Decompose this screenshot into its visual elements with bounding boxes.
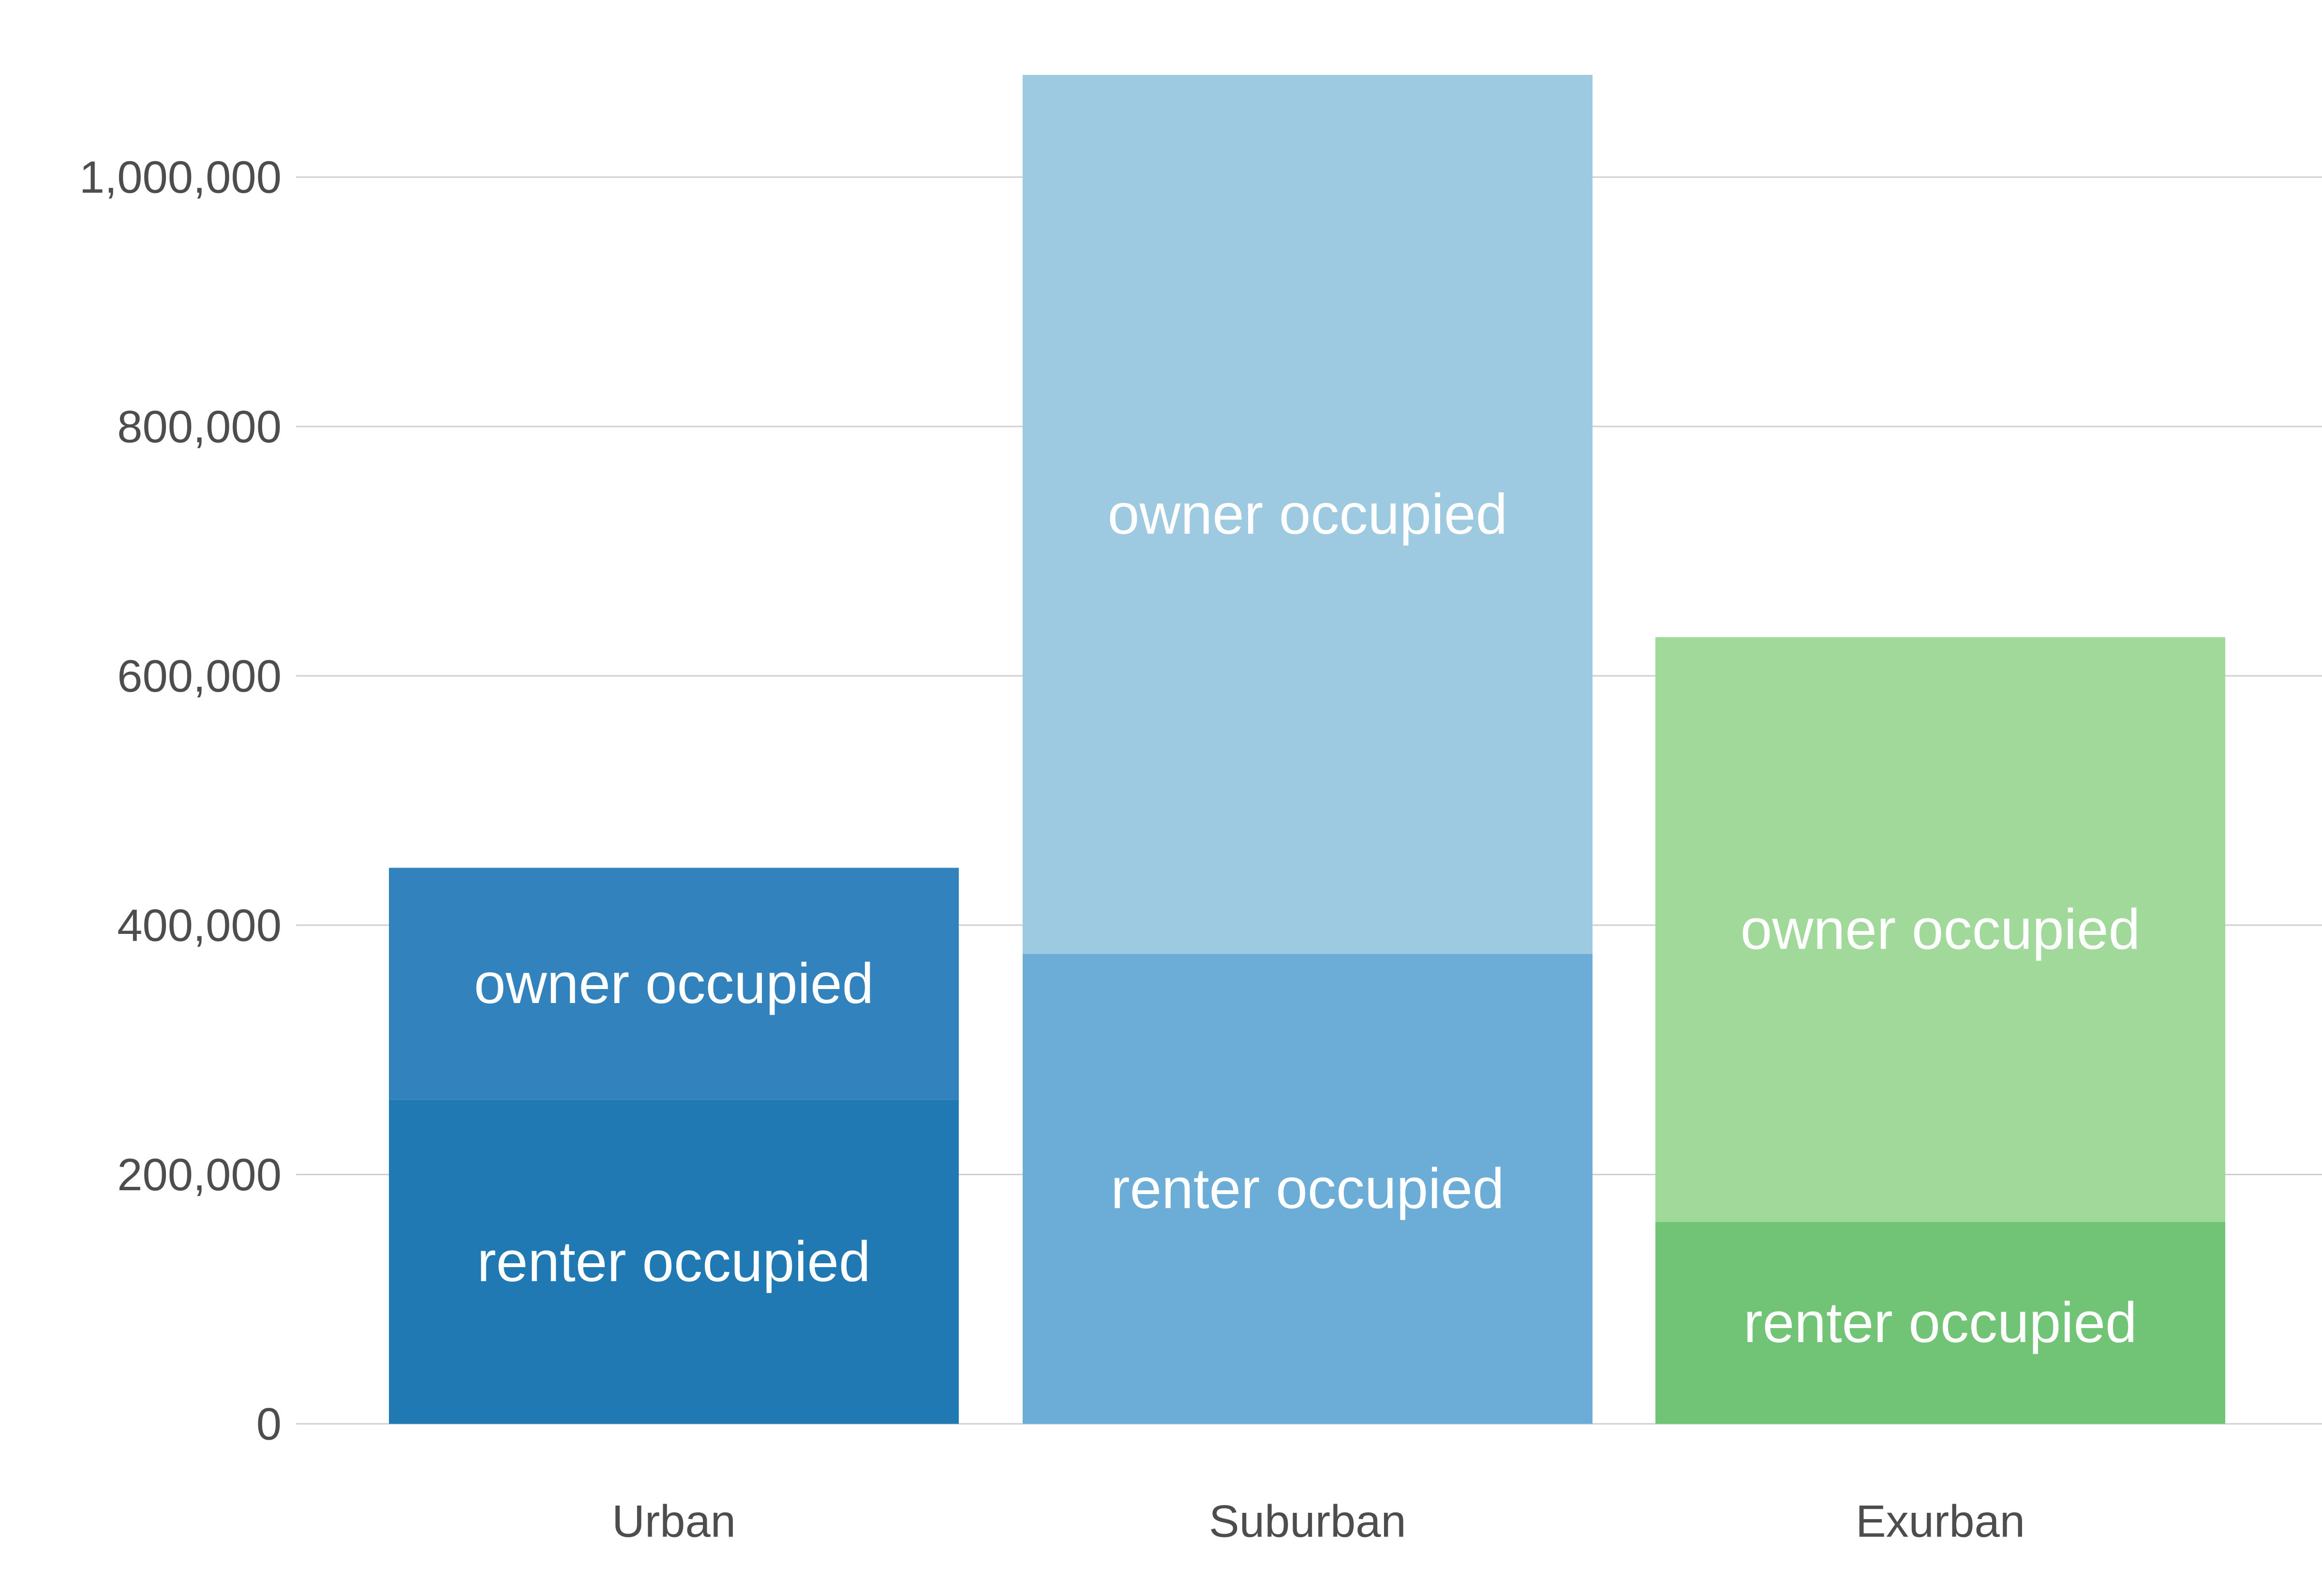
bars: renter occupied owner occupied renter occu… bbox=[389, 74, 2225, 1424]
segment-label: owner occupied bbox=[1108, 483, 1508, 547]
segment-label: renter occupied bbox=[477, 1230, 870, 1294]
y-tick-label: 800,000 bbox=[117, 401, 282, 452]
x-tick-label: Suburban bbox=[1209, 1496, 1406, 1547]
bar-segment bbox=[1655, 1222, 2225, 1424]
segment-label: renter occupied bbox=[1111, 1157, 1504, 1221]
segment-label: owner occupied bbox=[474, 952, 874, 1016]
x-tick-label: Exurban bbox=[1856, 1496, 2025, 1547]
bar-segment bbox=[1023, 74, 1593, 954]
y-axis-ticks: 0 200,000 400,000 600,000 800,000 1,000,000 bbox=[79, 152, 282, 1449]
bar-segment bbox=[1023, 954, 1593, 1424]
y-tick-label: 400,000 bbox=[117, 900, 282, 950]
y-tick-label: 0 bbox=[256, 1399, 282, 1449]
bar-segment bbox=[389, 1099, 959, 1424]
y-tick-label: 600,000 bbox=[117, 650, 282, 701]
segment-label: owner occupied bbox=[1741, 898, 2141, 961]
x-tick-label: Urban bbox=[612, 1496, 736, 1547]
bar-segment bbox=[389, 868, 959, 1100]
y-tick-label: 1,000,000 bbox=[79, 152, 282, 203]
bar-segment bbox=[1655, 637, 2225, 1222]
y-tick-label: 200,000 bbox=[117, 1149, 282, 1200]
segment-label: renter occupied bbox=[1743, 1291, 2137, 1355]
x-axis-ticks: Urban Suburban Exurban bbox=[612, 1496, 2025, 1547]
